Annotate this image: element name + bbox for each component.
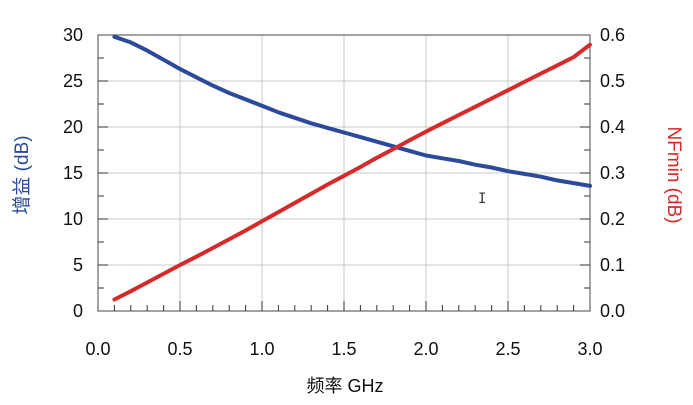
series-layer — [112, 34, 592, 302]
plot-frame — [97, 34, 591, 312]
y-right-tick-label: 0.5 — [600, 71, 625, 91]
y-left-tick-labels: 0 5 10 15 20 25 30 — [63, 25, 83, 321]
y-left-tick-label: 15 — [63, 163, 83, 183]
y-left-tick-label: 0 — [73, 301, 83, 321]
x-tick-label: 2.0 — [413, 339, 438, 359]
text-cursor-glyph: I — [478, 191, 486, 207]
x-axis-title: 频率 GHz — [306, 376, 383, 396]
y-right-tick-label: 0.2 — [600, 209, 625, 229]
y-left-axis-title: 增益 (dB) — [11, 135, 33, 214]
x-tick-labels: 0.0 0.5 1.0 1.5 2.0 2.5 3.0 — [85, 339, 602, 359]
x-tick-label: 1.0 — [249, 339, 274, 359]
nfmin-series-line — [112, 42, 592, 302]
x-tick-label: 2.5 — [495, 339, 520, 359]
x-tick-label: 0.0 — [85, 339, 110, 359]
y-right-tick-label: 0.4 — [600, 117, 625, 137]
y-right-tick-label: 0.1 — [600, 255, 625, 275]
y-right-tick-label: 0.6 — [600, 25, 625, 45]
y-right-axis-title: NFmin (dB) — [663, 126, 684, 223]
y-left-tick-label: 20 — [63, 117, 83, 137]
x-tick-label: 0.5 — [167, 339, 192, 359]
y-right-tick-label: 0.3 — [600, 163, 625, 183]
y-left-tick-label: 5 — [73, 255, 83, 275]
y-left-tick-label: 25 — [63, 71, 83, 91]
y-right-tick-labels: 0.0 0.1 0.2 0.3 0.4 0.5 0.6 — [600, 25, 625, 321]
gain-series-line — [112, 34, 592, 188]
x-tick-label: 3.0 — [577, 339, 602, 359]
y-left-tick-label: 30 — [63, 25, 83, 45]
x-tick-label: 1.5 — [331, 339, 356, 359]
y-left-tick-label: 10 — [63, 209, 83, 229]
y-right-tick-label: 0.0 — [600, 301, 625, 321]
